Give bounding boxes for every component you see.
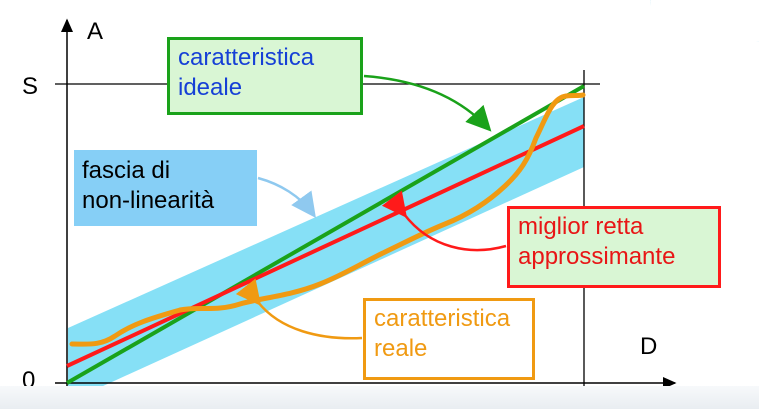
nonlinearity-band bbox=[68, 97, 584, 402]
real-label-line1: caratteristica bbox=[374, 305, 511, 332]
ideal-label-line1: caratteristica bbox=[178, 44, 315, 71]
best-fit-callout-arrow bbox=[381, 190, 507, 252]
bottom-scroll-strip bbox=[0, 386, 759, 409]
best-fit-label-line2: approssimante bbox=[518, 243, 676, 270]
x-axis-label: D bbox=[640, 333, 658, 360]
y-axis-label: A bbox=[87, 18, 104, 45]
nonlinearity-band-label: fascia di non-linearità bbox=[74, 150, 257, 226]
best-fit-label-line1: miglior retta bbox=[518, 213, 644, 240]
s-label: S bbox=[22, 73, 39, 100]
real-callout-arrow bbox=[235, 278, 363, 340]
real-characteristic-label: caratteristica reale bbox=[363, 298, 535, 380]
best-fit-line bbox=[66, 124, 585, 368]
band-callout-arrow bbox=[257, 176, 316, 219]
band-label-line1: fascia di bbox=[82, 157, 171, 184]
band-label-line2: non-linearità bbox=[82, 187, 215, 214]
ideal-callout-arrow bbox=[363, 74, 492, 132]
best-fit-line-label: miglior retta approssimante bbox=[507, 206, 721, 288]
real-curve bbox=[69, 92, 586, 347]
ideal-characteristic-label: caratteristica ideale bbox=[167, 37, 363, 115]
ideal-label-line2: ideale bbox=[178, 74, 243, 101]
real-label-line2: reale bbox=[374, 335, 428, 362]
ideal-line bbox=[66, 84, 585, 385]
